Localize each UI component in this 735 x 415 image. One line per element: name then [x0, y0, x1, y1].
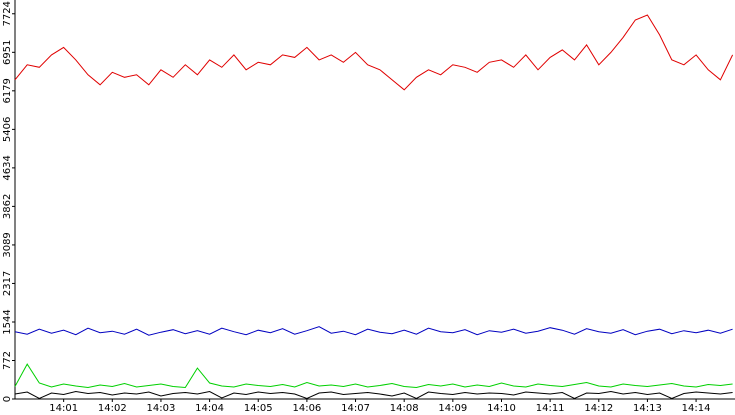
x-tick-label: 14:12 [584, 403, 613, 414]
y-tick-label: 4634 [2, 155, 13, 180]
y-tick-label: 772 [2, 351, 13, 370]
y-tick-label: 3089 [2, 232, 13, 257]
y-tick-label: 6951 [2, 40, 13, 65]
x-tick-label: 14:11 [536, 403, 565, 414]
y-tick-label: 7724 [2, 1, 13, 26]
x-tick-label: 14:04 [195, 403, 224, 414]
y-tick-label: 3862 [2, 194, 13, 219]
x-tick-label: 14:14 [682, 403, 711, 414]
x-tick-label: 14:09 [438, 403, 467, 414]
y-tick-label: 2317 [2, 271, 13, 296]
x-tick-label: 14:03 [147, 403, 176, 414]
series-line [14, 363, 733, 389]
x-tick-label: 14:02 [98, 403, 127, 414]
x-tick-label: 14:01 [49, 403, 78, 414]
x-tick-label: 14:08 [390, 403, 419, 414]
x-tick-label: 14:10 [487, 403, 516, 414]
y-tick-label: 5406 [2, 117, 13, 142]
series-line [14, 14, 734, 91]
x-tick-label: 14:05 [244, 403, 273, 414]
series-line [14, 390, 733, 400]
series-line [14, 326, 733, 336]
x-tick-label: 14:13 [633, 403, 662, 414]
x-tick-label: 14:06 [292, 403, 321, 414]
y-tick-label: 6179 [2, 78, 13, 103]
y-tick-label: 1544 [2, 309, 13, 334]
y-tick-label: 0 [2, 396, 13, 402]
x-tick-label: 14:07 [341, 403, 370, 414]
